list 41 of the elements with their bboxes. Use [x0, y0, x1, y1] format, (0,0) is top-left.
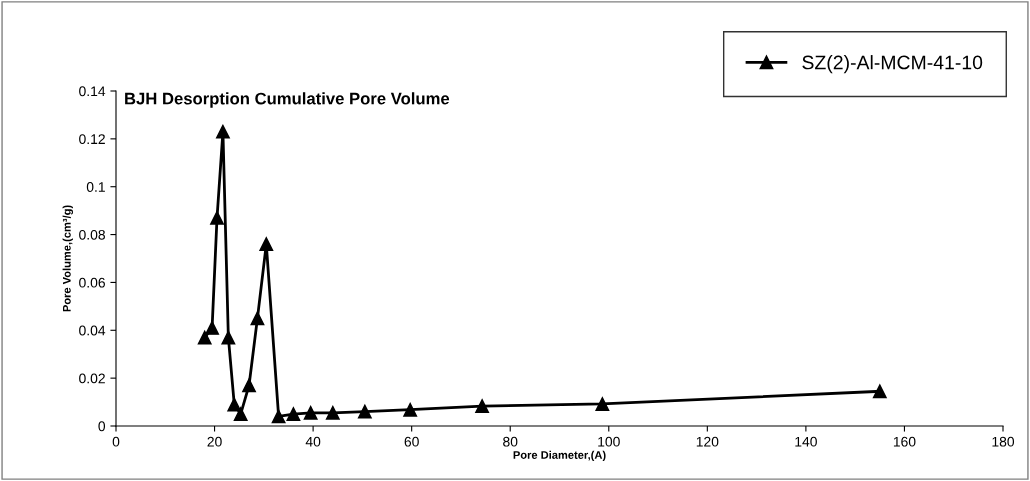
- point: [475, 399, 490, 414]
- point: [403, 402, 418, 417]
- point: [210, 210, 224, 225]
- x-tick-label: 100: [598, 436, 620, 447]
- point: [197, 330, 212, 345]
- x-tick-label: 160: [893, 436, 916, 447]
- point: [250, 311, 265, 326]
- y-tick-label: 0.04: [79, 325, 106, 336]
- x-tick-label: 20: [207, 436, 222, 447]
- point: [259, 237, 274, 252]
- y-tick-label: 0.02: [79, 373, 105, 384]
- x-tick-label: 60: [404, 436, 419, 447]
- y-tick-label: 0.08: [79, 229, 105, 240]
- legend-label: SZ(2)-Al-MCM-41-10: [802, 55, 983, 74]
- y-tick-label: 0.12: [79, 134, 105, 145]
- x-tick-label: 40: [305, 436, 321, 447]
- y-axis-title: Pore Volume,(cm³/g): [62, 205, 73, 312]
- point: [303, 405, 318, 420]
- point: [215, 124, 230, 139]
- chart-title: BJH Desorption Cumulative Pore Volume: [125, 92, 450, 108]
- x-tick-label: 0: [112, 436, 120, 447]
- point: [242, 378, 256, 393]
- point: [227, 397, 242, 412]
- point: [271, 409, 286, 424]
- point: [872, 384, 887, 399]
- x-tick-label: 120: [696, 436, 719, 447]
- x-tick-label: 80: [503, 436, 518, 447]
- point: [325, 405, 340, 420]
- x-tick-label: 180: [992, 436, 1015, 447]
- point: [221, 330, 236, 345]
- point: [286, 407, 301, 421]
- y-tick-label: 0.1: [86, 182, 105, 192]
- point: [233, 407, 248, 421]
- y-tick-label: 0.14: [79, 86, 106, 97]
- y-tick-label: 0: [98, 421, 106, 432]
- x-axis-title: Pore Diameter,(A): [513, 450, 606, 462]
- x-tick-label: 140: [795, 436, 817, 447]
- point: [595, 397, 610, 411]
- point: [205, 320, 220, 335]
- point: [357, 404, 372, 419]
- y-tick-label: 0.06: [79, 277, 105, 288]
